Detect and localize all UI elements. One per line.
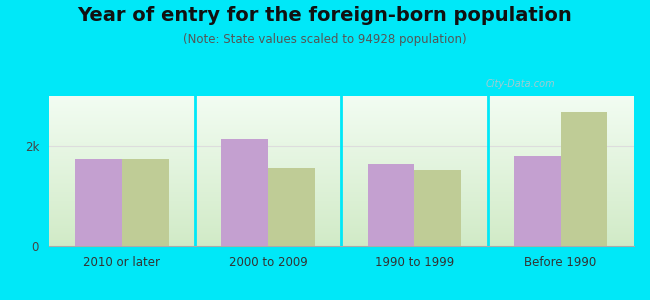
Bar (75, 158, 122, 246)
Text: Year of entry for the foreign-born population: Year of entry for the foreign-born popul… (77, 6, 573, 25)
Bar (122, 159, 168, 246)
Text: (Note: State values scaled to 94928 population): (Note: State values scaled to 94928 popu… (183, 33, 467, 46)
Bar (221, 139, 268, 246)
Text: City-Data.com: City-Data.com (485, 79, 555, 89)
Bar (368, 164, 415, 246)
Bar (268, 168, 315, 246)
Bar (560, 112, 607, 246)
Bar (415, 169, 461, 246)
Bar (514, 156, 560, 246)
